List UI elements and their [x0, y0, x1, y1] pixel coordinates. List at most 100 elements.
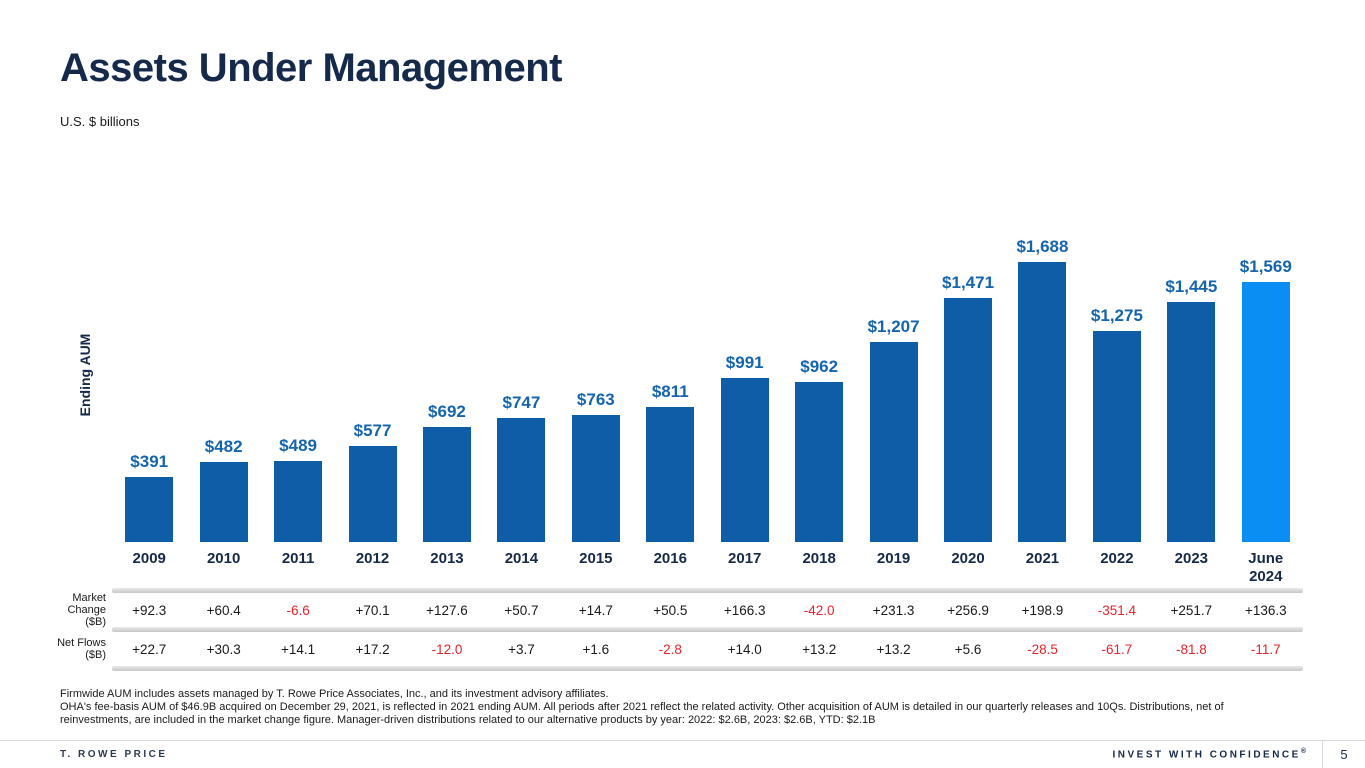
chart-column: $1,471	[931, 200, 1005, 542]
chart-column: $1,445	[1154, 200, 1228, 542]
table-cell: +30.3	[206, 641, 241, 657]
chart-column: $577	[335, 200, 409, 542]
table-cell: -81.8	[1175, 641, 1207, 657]
table-cell: +50.7	[504, 602, 539, 618]
x-axis-category: 2013	[430, 550, 464, 567]
table-cell: +22.7	[132, 641, 167, 657]
units-subtitle: U.S. $ billions	[60, 114, 140, 129]
table-cell: -61.7	[1101, 641, 1133, 657]
aum-bar	[348, 446, 397, 542]
aum-bar-chart: $391 $482 $489 $577 $692 $747 $763 $811 $991 $962…	[112, 200, 1303, 542]
chart-column: $747	[484, 200, 558, 542]
table-cell: +256.9	[947, 602, 989, 618]
row-cells: +22.7 +30.3 +14.1 +17.2 -12.0 +3.7 +1.6 -2.8 +14…	[112, 642, 1303, 657]
table-cell: +166.3	[723, 602, 766, 618]
row-label: Net Flows ($B)	[57, 637, 106, 661]
table-cell: -12.0	[431, 641, 463, 657]
tagline: INVEST WITH CONFIDENCE®	[1112, 748, 1306, 760]
bar-value-label: $482	[204, 437, 243, 456]
x-axis-category: 2022	[1100, 550, 1134, 567]
chart-column: $962	[782, 200, 856, 542]
table-cell: -42.0	[803, 602, 835, 618]
table-cell: +5.6	[954, 641, 982, 657]
x-axis-category: 2012	[355, 550, 390, 567]
brand-wordmark: T. ROWE PRICE	[60, 749, 168, 760]
chart-column: $811	[633, 200, 707, 542]
aum-bar	[795, 382, 844, 542]
footnote-line: OHA's fee-basis AUM of $46.9B acquired o…	[60, 701, 1224, 713]
chart-column: $1,569	[1229, 200, 1303, 542]
table-divider	[112, 627, 1303, 632]
x-axis-category: 2019	[876, 550, 911, 567]
registered-mark: ®	[1300, 748, 1306, 756]
bar-value-label: $577	[353, 421, 392, 440]
table-cell: -28.5	[1027, 641, 1058, 657]
x-axis-category: 2023	[1174, 550, 1209, 567]
slide-footer: T. ROWE PRICE INVEST WITH CONFIDENCE® 5	[0, 740, 1365, 768]
table-divider	[112, 666, 1303, 671]
chart-column: $1,275	[1080, 200, 1154, 542]
table-cell: +3.7	[508, 641, 535, 657]
table-cell: +92.3	[132, 602, 167, 618]
aum-bar	[125, 477, 174, 542]
table-cell: -6.6	[286, 602, 310, 618]
tagline-text: INVEST WITH CONFIDENCE	[1112, 749, 1301, 761]
table-cell: +198.9	[1021, 602, 1064, 618]
bar-value-label: $1,471	[942, 273, 995, 292]
table-divider	[112, 588, 1303, 593]
bar-value-label: $1,445	[1165, 277, 1218, 296]
footnote-line: reinvestments, are included in the marke…	[60, 714, 876, 726]
table-cell: +14.7	[578, 602, 613, 618]
table-cell: +14.1	[281, 641, 316, 657]
table-cell: +251.7	[1170, 602, 1213, 618]
bar-value-label: $489	[279, 436, 317, 455]
aum-bar	[646, 407, 695, 542]
table-cell: -11.7	[1250, 641, 1281, 657]
table-cell: +127.6	[426, 602, 468, 618]
aum-bar	[497, 418, 546, 542]
aum-bar	[869, 342, 918, 542]
table-cell: -2.8	[658, 641, 682, 657]
y-axis-label: Ending AUM	[77, 333, 93, 417]
chart-column: $692	[410, 200, 484, 542]
bar-value-label: $811	[651, 382, 689, 401]
chart-column: $482	[186, 200, 260, 542]
bar-value-label: $763	[576, 390, 615, 409]
aum-bar	[571, 415, 620, 542]
x-axis-category: 2009	[132, 550, 166, 567]
table-row: Net Flows ($B) +22.7 +30.3 +14.1 +17.2 -12.0 +…	[0, 632, 1303, 666]
x-axis-category: 2018	[802, 550, 836, 567]
table-row: Market Change ($B) +92.3 +60.4 -6.6 +70.1 +12…	[0, 592, 1303, 628]
chart-column: $1,688	[1005, 200, 1079, 542]
footer-right: INVEST WITH CONFIDENCE® 5	[1112, 741, 1365, 768]
chart-column: $991	[708, 200, 782, 542]
aum-bar	[422, 427, 471, 542]
x-axis-category: 2021	[1025, 550, 1060, 567]
table-cell: +17.2	[355, 641, 390, 657]
chart-column: $489	[261, 200, 335, 542]
table-cell: +70.1	[355, 602, 390, 618]
table-cell: +50.5	[653, 602, 688, 618]
table-cell: +231.3	[872, 602, 915, 618]
bar-value-label: $747	[502, 393, 541, 412]
page-title: Assets Under Management	[60, 46, 562, 90]
aum-data-table: Market Change ($B) +92.3 +60.4 -6.6 +70.1 +12…	[0, 588, 1303, 671]
bar-value-label: $1,275	[1090, 306, 1143, 325]
footnote-line: Firmwide AUM includes assets managed by …	[60, 688, 609, 700]
aum-bar	[274, 461, 323, 542]
x-axis-category: 2014	[504, 550, 539, 567]
table-cell: +136.3	[1244, 602, 1287, 618]
table-cell: +13.2	[876, 641, 911, 657]
x-axis-category: June 2024	[1248, 550, 1284, 585]
x-axis-category: 2020	[951, 550, 985, 567]
aum-bar-highlight	[1241, 282, 1290, 542]
x-axis-category: 2015	[579, 550, 613, 567]
x-axis-category: 2010	[206, 550, 241, 567]
aum-bar	[1018, 262, 1067, 542]
table-cell: +14.0	[727, 641, 762, 657]
footer-divider	[1322, 741, 1323, 768]
aum-bar	[944, 298, 993, 542]
chart-column: $391	[112, 200, 186, 542]
bar-value-label: $391	[130, 452, 169, 471]
x-axis-category: 2016	[653, 550, 687, 567]
